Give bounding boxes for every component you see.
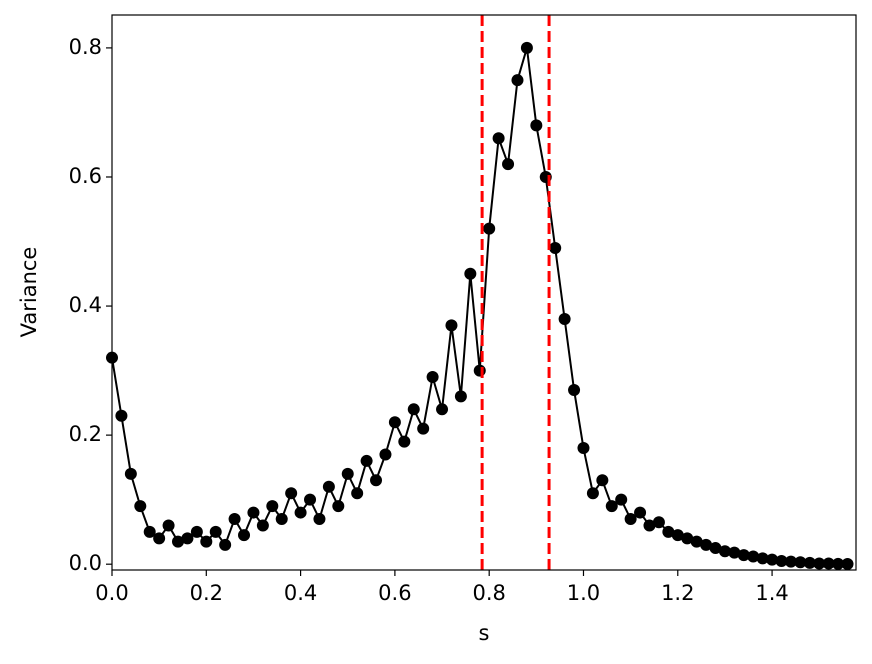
- x-tick-label: 1.2: [661, 581, 694, 605]
- data-point: [841, 557, 854, 570]
- data-point: [483, 222, 496, 235]
- data-point: [558, 312, 571, 325]
- data-point: [143, 525, 156, 538]
- data-point: [388, 416, 401, 429]
- data-point: [379, 448, 392, 461]
- data-point: [794, 556, 807, 569]
- data-point: [228, 513, 241, 526]
- data-line: [111, 47, 848, 565]
- data-point: [398, 435, 411, 448]
- data-point: [709, 542, 722, 555]
- data-point: [370, 474, 383, 487]
- data-point: [426, 371, 439, 384]
- y-tick-label: 0.0: [69, 551, 102, 575]
- data-point: [322, 480, 335, 493]
- data-point: [690, 535, 703, 548]
- data-point: [341, 467, 354, 480]
- data-point: [190, 525, 203, 538]
- x-tick-label: 0.0: [95, 581, 128, 605]
- data-point: [351, 487, 364, 500]
- data-point: [304, 493, 317, 506]
- x-tick-label: 0.8: [472, 581, 505, 605]
- data-point: [813, 557, 826, 570]
- data-point: [652, 516, 665, 529]
- data-point: [181, 532, 194, 545]
- data-point: [492, 132, 505, 145]
- data-point: [332, 500, 345, 513]
- x-tick-label: 0.6: [378, 581, 411, 605]
- data-point: [115, 409, 128, 422]
- data-point: [502, 158, 515, 171]
- y-axis-label: Variance: [17, 247, 41, 338]
- data-point: [266, 500, 279, 513]
- data-point: [568, 383, 581, 396]
- x-tick-label: 0.2: [190, 581, 223, 605]
- data-point: [153, 532, 166, 545]
- y-tick-label: 0.2: [69, 422, 102, 446]
- data-point: [464, 267, 477, 280]
- data-point: [445, 319, 458, 332]
- data-point: [473, 364, 486, 377]
- data-point: [605, 500, 618, 513]
- data-point: [417, 422, 430, 435]
- data-point: [822, 557, 835, 570]
- data-point: [209, 525, 222, 538]
- data-point: [634, 506, 647, 519]
- data-point: [718, 545, 731, 558]
- data-point: [766, 553, 779, 566]
- data-point: [530, 119, 543, 132]
- data-point: [247, 506, 260, 519]
- data-point: [662, 525, 675, 538]
- data-point: [134, 500, 147, 513]
- data-point: [643, 519, 656, 532]
- data-point: [775, 554, 788, 567]
- data-point: [784, 555, 797, 568]
- data-point: [313, 513, 326, 526]
- data-point: [360, 454, 373, 467]
- data-point: [200, 535, 213, 548]
- data-point: [256, 519, 269, 532]
- data-point: [162, 519, 175, 532]
- data-point: [586, 487, 599, 500]
- data-point: [615, 493, 628, 506]
- data-point: [728, 546, 741, 559]
- data-point: [803, 556, 816, 569]
- x-tick-label: 1.4: [755, 581, 788, 605]
- y-tick-label: 0.4: [69, 293, 102, 317]
- y-tick-label: 0.6: [69, 164, 102, 188]
- data-point: [275, 513, 288, 526]
- x-tick-label: 1.0: [567, 581, 600, 605]
- data-point: [756, 552, 769, 565]
- x-tick-label: 0.4: [284, 581, 317, 605]
- data-point: [285, 487, 298, 500]
- data-point: [238, 529, 251, 542]
- data-point: [832, 557, 845, 570]
- data-point: [624, 513, 637, 526]
- data-point: [436, 403, 449, 416]
- data-point: [219, 538, 232, 551]
- data-point: [737, 549, 750, 562]
- plot-frame: [111, 14, 857, 571]
- x-axis-label: s: [479, 621, 490, 645]
- data-point: [124, 467, 137, 480]
- data-point: [671, 529, 684, 542]
- data-point: [520, 41, 533, 54]
- data-point: [511, 74, 524, 87]
- data-point: [294, 506, 307, 519]
- data-point: [172, 535, 185, 548]
- data-point: [681, 532, 694, 545]
- y-tick-label: 0.8: [69, 35, 102, 59]
- data-point: [596, 474, 609, 487]
- data-point: [454, 390, 467, 403]
- data-point: [407, 403, 420, 416]
- data-point: [700, 538, 713, 551]
- data-point: [747, 550, 760, 563]
- data-point: [577, 442, 590, 455]
- data-point: [549, 241, 562, 254]
